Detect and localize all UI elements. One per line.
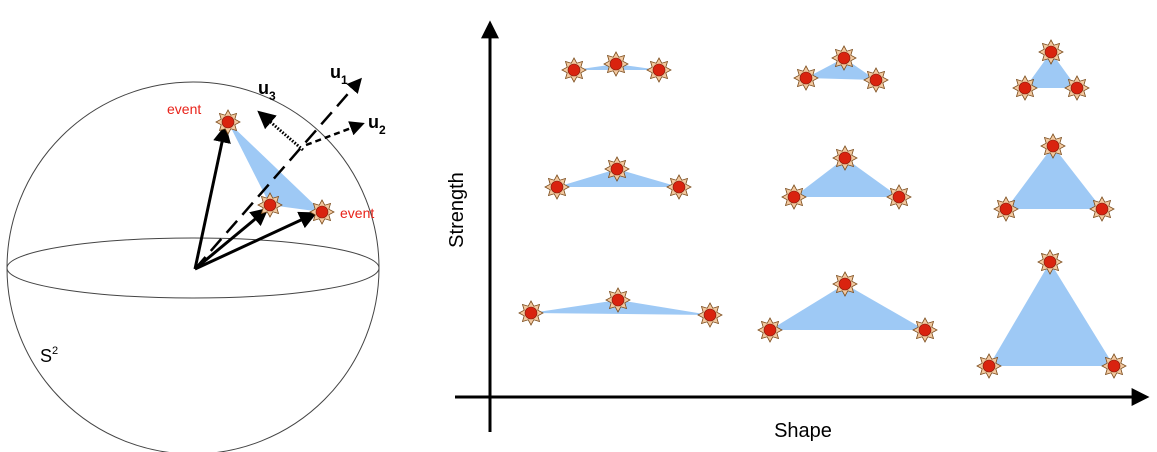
vector-to-event-middle [194,207,269,271]
event-star [544,174,570,200]
vector-label-u2: u2 [368,112,386,137]
event-triangle [228,122,322,212]
event-star [1040,133,1066,159]
event-star [605,287,631,313]
sphere-outline [6,81,380,452]
triangle-r2-c2 [781,145,912,210]
event-label-top: event [167,101,201,117]
event-star [832,145,858,171]
triangle-r1-c2 [793,45,889,93]
event-star [309,199,335,225]
vector-label-u3: u3 [258,78,276,103]
event-star [257,192,283,218]
event-star [1038,39,1064,65]
event-star [1089,196,1115,222]
triangle-r3-c1 [518,287,723,328]
sphere-label: S2 [40,345,58,366]
event-star [561,57,587,83]
event-star [604,156,630,182]
event-star [831,45,857,71]
event-star [1012,75,1038,101]
triangle-r2-c1 [544,156,692,200]
sphere-equator [6,237,380,299]
event-star [912,317,938,343]
vector-to-event-right [194,211,318,271]
event-star [793,65,819,91]
strength-shape-panel: Strength Shape [446,20,1150,442]
sphere-panel: event event u1 u2 u3 S2 [6,62,386,452]
event-star [646,57,672,83]
triangle-r2-c3 [993,133,1115,222]
event-star [697,302,723,328]
event-star [666,174,692,200]
event-star [757,317,783,343]
vector-u1 [194,77,362,270]
x-axis-label: Shape [774,420,832,442]
event-label-right: event [340,205,374,221]
vector-u3 [257,110,304,152]
y-axis-label: Strength [446,172,468,248]
vector-label-u1: u1 [330,62,348,87]
event-star [976,353,1002,379]
vector-to-event-top [193,124,231,270]
event-star [1064,75,1090,101]
event-star [886,184,912,210]
event-star [993,196,1019,222]
event-star [518,300,544,326]
event-star [1101,353,1127,379]
event-star [781,184,807,210]
event-star [863,67,889,93]
triangle-r3-c3 [976,249,1127,379]
event-star [1037,249,1063,275]
triangle-r3-c2 [757,271,938,343]
triangle-r1-c3 [1012,39,1090,101]
event-star [603,51,629,77]
event-star [215,109,241,135]
triangle-r1-c1 [561,51,672,83]
event-star [832,271,858,297]
